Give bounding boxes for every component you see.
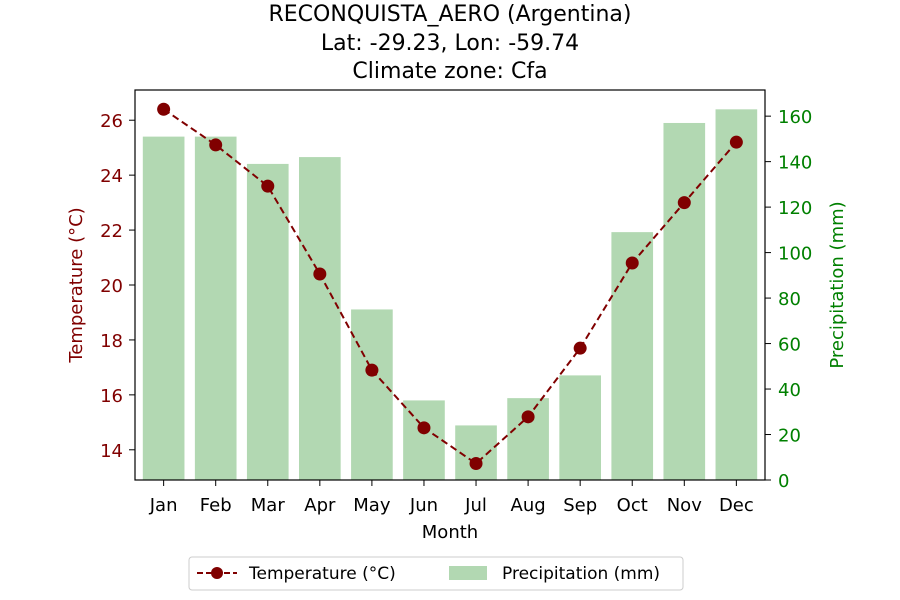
precipitation-axis: 0 20 40 60 80 100 120 140 160	[765, 107, 812, 492]
month-tick-label: Aug	[511, 495, 546, 516]
chart-title: RECONQUISTA_AERO (Argentina) Lat: -29.23…	[269, 2, 632, 84]
x-axis-label: Month	[422, 522, 478, 543]
temperature-point-nov	[677, 196, 691, 210]
precipitation-tick-label: 80	[778, 289, 801, 310]
precipitation-tick-label: 20	[778, 426, 801, 447]
precipitation-tick-label: 40	[778, 380, 801, 401]
month-tick-label: Apr	[304, 495, 336, 516]
legend-box	[188, 556, 684, 591]
legend-temperature-dot-marker	[211, 567, 223, 579]
precipitation-bar-nov	[663, 122, 706, 481]
precipitation-bar-jan	[142, 136, 185, 480]
precipitation-tick-label: 0	[778, 471, 789, 492]
temperature-point-aug	[521, 410, 535, 424]
temperature-axis-label: Temperature (°C)	[66, 207, 87, 363]
chart-title-climate-zone: Climate zone: Cfa	[352, 59, 547, 84]
temperature-series	[157, 102, 743, 471]
month-tick-label: Nov	[667, 495, 702, 516]
temperature-point-jul	[469, 457, 483, 471]
precipitation-bars	[142, 109, 758, 481]
temperature-point-may	[365, 363, 379, 377]
temperature-point-sep	[573, 341, 587, 355]
month-axis: Jan Feb Mar Apr May Jun Jul Aug Sep Oct Nov Dec	[149, 480, 754, 516]
legend-precipitation-swatch	[449, 566, 487, 580]
month-tick-label: Sep	[563, 495, 597, 516]
precipitation-bar-feb	[194, 136, 237, 480]
temperature-tick-label: 16	[100, 386, 123, 407]
temperature-tick-label: 24	[100, 166, 123, 187]
precipitation-bar-apr	[299, 157, 341, 481]
month-tick-label: Feb	[200, 495, 232, 516]
temperature-axis: 14 16 18 20 22 24 26	[100, 111, 135, 462]
precipitation-axis-label: Precipitation (mm)	[827, 201, 848, 368]
legend-temperature-label: Temperature (°C)	[248, 564, 396, 584]
precipitation-bar-may	[351, 309, 393, 480]
legend: Temperature (°C) Precipitation (mm)	[188, 556, 684, 591]
month-tick-label: Jun	[409, 495, 438, 516]
precipitation-tick-label: 120	[778, 198, 812, 219]
temperature-point-apr	[313, 267, 327, 281]
month-tick-label: Jul	[464, 495, 487, 516]
temperature-point-jun	[417, 421, 431, 435]
temperature-tick-label: 18	[100, 331, 123, 352]
temperature-line	[163, 108, 738, 465]
temperature-point-jan	[157, 102, 171, 116]
precipitation-tick-label: 100	[778, 244, 812, 265]
precipitation-tick-label: 60	[778, 335, 801, 356]
precipitation-bar-sep	[559, 375, 601, 480]
chart-title-station: RECONQUISTA_AERO (Argentina)	[269, 2, 632, 27]
month-tick-label: Oct	[617, 495, 648, 516]
precipitation-bar-dec	[715, 109, 758, 481]
precipitation-tick-label: 140	[778, 153, 812, 174]
temperature-point-dec	[729, 135, 743, 149]
temperature-tick-label: 14	[100, 441, 123, 462]
precipitation-bar-oct	[611, 232, 654, 480]
temperature-point-mar	[261, 179, 275, 193]
temperature-tick-label: 20	[100, 276, 123, 297]
legend-precipitation-label: Precipitation (mm)	[502, 564, 660, 584]
month-tick-label: Mar	[251, 495, 286, 516]
temperature-tick-label: 22	[100, 221, 123, 242]
precipitation-bar-mar	[246, 163, 289, 480]
chart-title-coordinates: Lat: -29.23, Lon: -59.74	[321, 31, 579, 56]
month-tick-label: Dec	[719, 495, 754, 516]
temperature-point-feb	[209, 138, 223, 152]
month-tick-label: Jan	[149, 495, 178, 516]
temperature-point-oct	[625, 256, 639, 270]
precipitation-bar-jul	[455, 425, 497, 480]
month-tick-label: May	[353, 495, 391, 516]
precipitation-tick-label: 160	[778, 107, 812, 128]
temperature-tick-label: 26	[100, 111, 123, 132]
